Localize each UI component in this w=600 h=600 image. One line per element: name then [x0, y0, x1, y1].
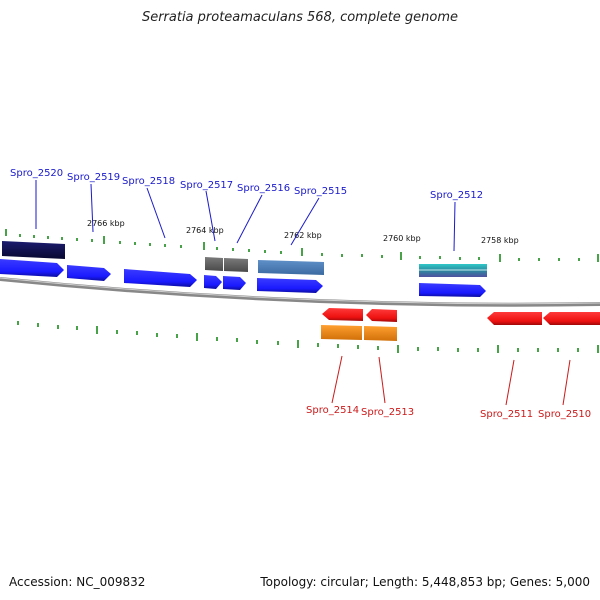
label-spro-2512: Spro_2512: [430, 190, 483, 201]
feature-dark-navy[interactable]: [2, 241, 65, 259]
feature-steel-blue[interactable]: [258, 260, 324, 275]
scale-label-2764: 2764 kbp: [186, 226, 224, 235]
cds-spro-2511[interactable]: [487, 312, 542, 325]
bottom-leader-lines: [331, 355, 571, 406]
label-spro-2516: Spro_2516: [237, 183, 290, 194]
cds-spro-2517[interactable]: [204, 275, 222, 289]
label-spro-2510: Spro_2510: [538, 409, 591, 420]
label-spro-2515: Spro_2515: [294, 186, 347, 197]
top-leader-lines: [35, 180, 456, 252]
label-spro-2511: Spro_2511: [480, 409, 533, 420]
accession-label: Accession: NC_009832: [9, 575, 146, 589]
label-spro-2520: Spro_2520: [10, 168, 63, 179]
label-spro-2514: Spro_2514: [306, 405, 359, 416]
cds-spro-2510[interactable]: [543, 312, 600, 325]
feature-orange-a[interactable]: [321, 325, 362, 340]
cds-spro-2512[interactable]: [419, 283, 486, 297]
scale-label-2758: 2758 kbp: [481, 236, 519, 245]
cds-spro-2513[interactable]: [366, 309, 397, 322]
genome-summary: Topology: circular; Length: 5,448,853 bp…: [260, 575, 590, 589]
cds-spro-2518[interactable]: [124, 269, 197, 287]
cds-spro-2514[interactable]: [322, 308, 363, 321]
scale-label-2762: 2762 kbp: [284, 231, 322, 240]
label-spro-2517: Spro_2517: [180, 180, 233, 191]
feature-gray-a[interactable]: [205, 257, 223, 271]
map-title: Serratia proteamaculans 568, complete ge…: [141, 10, 459, 25]
cds-spro-2519[interactable]: [67, 265, 111, 281]
scale-label-2760: 2760 kbp: [383, 234, 421, 243]
genome-backbone-highlight: [0, 277, 600, 305]
top-tick-track: [5, 229, 599, 262]
reverse-genes: [322, 308, 600, 325]
genome-backbone: [0, 277, 600, 307]
feature-gray-b[interactable]: [224, 258, 248, 272]
label-spro-2519: Spro_2519: [67, 172, 120, 183]
cds-spro-2515[interactable]: [257, 278, 323, 293]
forward-genes: [0, 259, 486, 297]
label-spro-2513: Spro_2513: [361, 407, 414, 418]
bottom-tick-track: [17, 321, 599, 353]
cds-spro-2520[interactable]: [0, 259, 64, 277]
scale-label-2766: 2766 kbp: [87, 219, 125, 228]
cds-spro-2516[interactable]: [223, 276, 246, 290]
label-spro-2518: Spro_2518: [122, 176, 175, 187]
feature-orange-b[interactable]: [364, 326, 397, 341]
